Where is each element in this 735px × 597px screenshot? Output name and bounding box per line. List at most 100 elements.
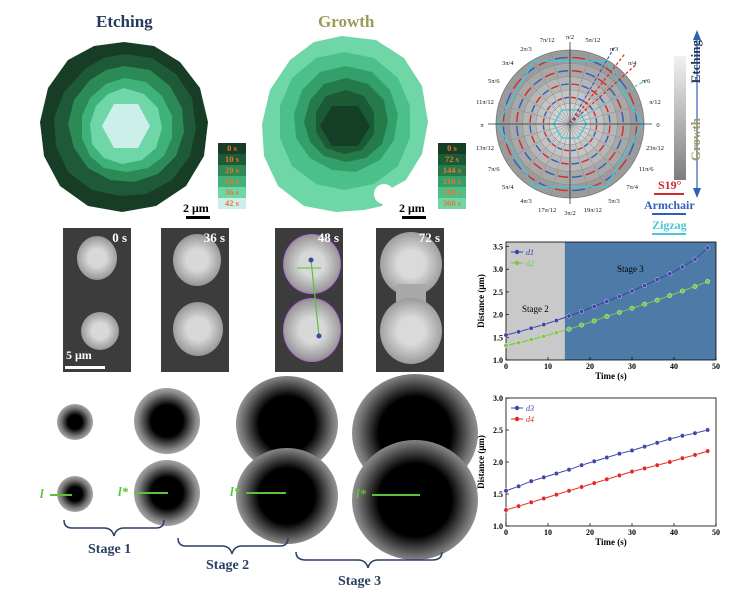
polar-angle-label: 7π/6 <box>488 166 500 173</box>
polar-angle-label: 17π/12 <box>538 207 556 214</box>
polar-arc <box>589 182 602 189</box>
chart-point <box>554 471 559 476</box>
polar-arc <box>551 142 557 148</box>
chart-y-tick-label: 2.0 <box>493 458 503 467</box>
growth-legend-item: 288 s <box>438 187 466 198</box>
chart-legend-marker <box>514 416 520 422</box>
growth-legend-item: 72 s <box>438 154 466 165</box>
polar-spoke <box>569 123 642 144</box>
polar-spoke <box>569 123 635 162</box>
chart-x-tick-label: 30 <box>628 528 636 537</box>
polar-arc <box>604 135 609 144</box>
growth-legend-item: 216 s <box>438 176 466 187</box>
polar-arc <box>604 172 616 182</box>
polar-angle-label: 23π/12 <box>646 145 664 152</box>
chart-point <box>616 294 622 299</box>
sim-stage2-bottom <box>236 448 338 544</box>
polar-angle-label: 5π/12 <box>585 37 600 44</box>
chart-point <box>667 436 673 442</box>
polar-growth-label: Growth <box>688 118 703 162</box>
polar-arc <box>634 108 638 122</box>
sim-label-line <box>246 492 286 494</box>
chart-point <box>541 496 547 501</box>
polar-arc <box>533 162 543 170</box>
polar-arc <box>608 151 616 161</box>
chart-point <box>654 277 660 283</box>
polar-arc <box>557 175 569 178</box>
polar-arc <box>542 152 550 159</box>
polar-spoke <box>532 59 571 125</box>
micro-time-label: 36 s <box>203 230 225 245</box>
micro-blob <box>283 298 341 362</box>
polar-arc <box>618 158 628 170</box>
chart-point <box>591 304 597 309</box>
chart-point <box>629 469 635 475</box>
sim-label-line <box>372 494 420 496</box>
polar-arc <box>560 162 569 165</box>
polar-angle-label: 5π/4 <box>502 184 514 191</box>
chart-x-tick-label: 50 <box>712 362 720 371</box>
polar-arc <box>516 125 519 137</box>
polar-arc <box>518 98 524 109</box>
polar-arc <box>608 125 611 134</box>
sim-label-l-star: l* <box>118 484 129 499</box>
chart-y-tick-label: 1.5 <box>493 490 503 499</box>
polar-arc <box>542 117 545 124</box>
chart-x-label: Time (s) <box>595 371 627 381</box>
chart-point <box>541 334 547 339</box>
etching-contours <box>40 42 208 212</box>
sim-label-l-star: l* <box>230 484 241 499</box>
polar-arc <box>608 87 616 97</box>
polar-arc <box>628 143 635 156</box>
polar-angle-label: 0 <box>656 122 659 129</box>
chart-point <box>503 488 509 494</box>
chart-y-tick-label: 1.0 <box>493 356 503 365</box>
chart-point <box>629 305 635 311</box>
chart-point <box>566 313 572 319</box>
polar-arc <box>546 137 552 143</box>
polar-armchair-line <box>652 213 686 215</box>
chart-region-label: Stage 2 <box>522 304 549 314</box>
chart-point <box>667 271 673 277</box>
polar-spoke <box>505 123 571 162</box>
stage2-label: Stage 2 <box>206 558 250 573</box>
polar-arc <box>634 126 638 140</box>
etching-scalebar <box>186 216 210 219</box>
polar-arc <box>529 125 532 134</box>
polar-plot: π/2 5π/12 π/3 π/4 π/6 π/12 0 23π/12 11π/6 7π/4 5π/… <box>476 34 664 217</box>
polar-angle-label: 5π/6 <box>488 78 500 85</box>
polar-s19-line <box>654 193 684 195</box>
chart-y-label: Distance (μm) <box>476 435 486 489</box>
chart-x-tick-label: 20 <box>586 528 594 537</box>
polar-arc <box>589 59 602 66</box>
chart-point <box>604 314 610 319</box>
polar-angle-label: 3π/2 <box>564 210 576 217</box>
growth-legend-item: 360 s <box>438 198 466 209</box>
growth-legend-item: 0 s <box>438 143 466 154</box>
chart-point <box>604 455 610 460</box>
chart-point <box>528 499 534 505</box>
polar-side-arrow <box>693 30 701 198</box>
polar-angle-label: 3π/4 <box>502 60 514 67</box>
micro-scalebar-label: 5 μm <box>66 348 92 362</box>
sim-stage1b-top <box>134 388 200 454</box>
polar-arc <box>583 142 589 148</box>
polar-arc <box>502 126 506 140</box>
polar-arc <box>597 78 607 86</box>
chart-point <box>679 264 685 270</box>
polar-arc <box>529 114 532 123</box>
chart-point <box>679 455 685 461</box>
chart-point <box>642 301 648 307</box>
polar-arc <box>628 92 635 105</box>
chart-point <box>503 343 509 348</box>
polar-arc <box>538 59 551 66</box>
polar-arc <box>550 85 559 90</box>
polar-arc <box>572 188 586 192</box>
polar-arc <box>570 96 577 99</box>
polar-arc <box>585 170 596 176</box>
micro-blob <box>77 236 117 280</box>
micro-distance-overlay <box>297 257 322 339</box>
micrograph-72s: 72 s <box>376 228 444 372</box>
chart-y-tick-label: 3.0 <box>493 394 503 403</box>
chart-region <box>506 242 565 360</box>
